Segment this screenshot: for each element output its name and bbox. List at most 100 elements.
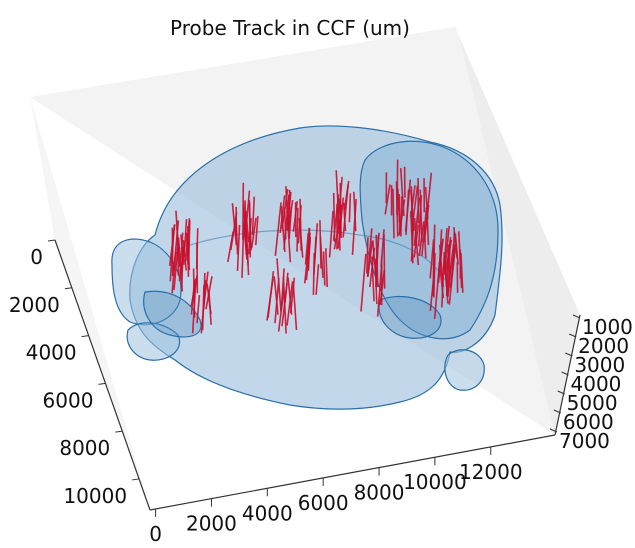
- probe-track: [280, 268, 285, 311]
- probe-track: [360, 253, 367, 312]
- probe-track: [177, 237, 184, 292]
- y-tick-label: 8000: [59, 436, 110, 460]
- probe-track: [187, 226, 190, 277]
- probe-track: [319, 236, 324, 278]
- probe-track: [399, 168, 405, 217]
- probe-track: [443, 225, 450, 275]
- z-tick-label: 3000: [574, 353, 625, 377]
- y-tick-mark: [64, 287, 72, 290]
- probe-track: [429, 269, 436, 311]
- probe-track: [433, 263, 441, 319]
- z-tick-label: 5000: [567, 391, 618, 415]
- probe-track: [333, 220, 341, 250]
- inner-structure: [143, 290, 202, 338]
- probe-track: [205, 276, 213, 310]
- y-tick-mark: [98, 382, 106, 385]
- probe-track: [375, 234, 379, 288]
- x-tick-label: 0: [149, 522, 162, 546]
- probe-track: [251, 196, 256, 236]
- probe-track: [366, 237, 369, 274]
- y-tick-mark: [115, 430, 123, 433]
- probe-track: [292, 284, 298, 331]
- z-tick-label: 1000: [582, 315, 633, 339]
- probe-track: [202, 271, 209, 312]
- probe-track: [235, 219, 239, 255]
- y-tick-label: 10000: [63, 484, 127, 508]
- z-tick-mark: [549, 428, 558, 433]
- z-tick-label: 7000: [559, 429, 610, 453]
- probe-track: [279, 195, 286, 234]
- probe-track: [196, 294, 201, 324]
- probe-track: [254, 216, 259, 246]
- probe-track: [337, 198, 340, 230]
- probe-track: [405, 189, 410, 235]
- z-tick-mark: [572, 314, 581, 319]
- probe-track: [383, 234, 386, 289]
- probe-track: [304, 232, 310, 265]
- probe-track: [441, 252, 446, 308]
- probe-track: [286, 211, 292, 263]
- z-tick-label: 4000: [571, 372, 622, 396]
- probe-track: [322, 251, 326, 286]
- x-axis-line: [149, 434, 556, 511]
- probe-track: [287, 277, 293, 315]
- probe-track: [292, 201, 299, 232]
- left-pane: [30, 97, 150, 510]
- probe-track: [457, 231, 463, 289]
- probe-track: [410, 186, 414, 234]
- probe-track: [413, 217, 420, 266]
- z-tick-mark: [557, 390, 565, 395]
- probe-track: [274, 278, 280, 324]
- probe-track: [276, 258, 282, 312]
- y-tick-label: 2000: [9, 293, 60, 317]
- z-tick-label: 2000: [578, 334, 629, 358]
- probe-track: [274, 202, 282, 256]
- probe-track: [296, 207, 299, 252]
- probe-track: [283, 207, 287, 240]
- probe-track: [248, 199, 252, 251]
- y-tick-label: 0: [30, 245, 43, 269]
- probe-track: [351, 198, 357, 255]
- right-pane: [455, 27, 580, 435]
- probe-track: [348, 193, 352, 223]
- probe-track: [230, 212, 238, 251]
- probe-track: [313, 236, 317, 265]
- probe-track: [429, 239, 435, 279]
- probe-track: [371, 240, 377, 278]
- probe-track: [332, 192, 336, 243]
- x-tick-label: 10000: [403, 470, 467, 494]
- probe-track: [305, 239, 311, 281]
- y-tick-label: 4000: [26, 341, 77, 365]
- x-tick-label: 4000: [242, 501, 293, 525]
- probe-track: [236, 224, 241, 271]
- z-tick-mark: [568, 333, 577, 338]
- probe-track: [369, 247, 376, 288]
- probe-track: [447, 237, 452, 272]
- x-tick-label: 6000: [298, 491, 349, 515]
- x-tick-label: 8000: [354, 481, 405, 505]
- probe-track: [176, 226, 180, 276]
- y-tick-mark: [81, 335, 89, 338]
- y-tick-mark: [132, 478, 140, 481]
- probe-track: [303, 232, 311, 284]
- inner-structure-right: [378, 295, 442, 339]
- probe-track: [287, 199, 294, 231]
- z-tick-mark: [565, 352, 573, 357]
- z-tick-mark: [561, 371, 569, 376]
- probe-track: [419, 189, 423, 242]
- probe-track: [297, 205, 302, 244]
- probe-track: [282, 276, 287, 334]
- z-tick-mark: [553, 409, 562, 414]
- chart-title: Probe Track in CCF (um): [170, 16, 410, 40]
- probe-track: [267, 270, 275, 318]
- y-axis-line: [54, 239, 151, 511]
- brainstem: [444, 349, 485, 391]
- probe-tracks: [168, 159, 464, 334]
- x-tick-label: 2000: [186, 512, 237, 536]
- probe-track: [423, 205, 430, 242]
- probe-track: [451, 231, 456, 267]
- probe-track: [244, 210, 250, 243]
- probe-track: [460, 253, 464, 293]
